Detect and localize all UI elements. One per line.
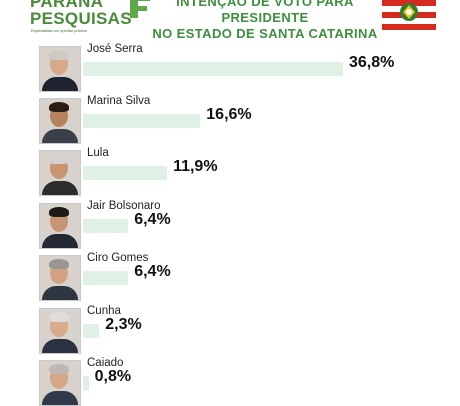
bar: [83, 271, 129, 285]
data-label: 2,3%: [105, 316, 142, 333]
data-label: 6,4%: [134, 211, 171, 228]
bar: [83, 62, 343, 76]
chart-title: INTENÇÃO DE VOTO PARA PRESIDENTE NO ESTA…: [150, 0, 380, 42]
brand-tagline: Especialista em opinião pública: [31, 28, 87, 33]
candidate-photo: [39, 255, 81, 301]
chart-row: Cunha 2,3%: [0, 302, 460, 354]
data-label: 6,4%: [134, 263, 171, 280]
data-label: 36,8%: [349, 54, 395, 71]
category-label: Caiado: [87, 357, 124, 369]
header: PARANÁ PESQUISAS Especialista em opinião…: [0, 0, 460, 42]
bar: [83, 376, 89, 390]
chart-row: Caiado 0,8%: [0, 354, 460, 406]
chart-row: Jair Bolsonaro 6,4%: [0, 197, 460, 249]
bar-chart: José Serra 36,8% Marina Silva 16,6% Lula 11,9…: [0, 40, 460, 406]
brand-line2: PESQUISAS: [30, 9, 132, 28]
category-label: Jair Bolsonaro: [87, 200, 161, 212]
brand-line1: PARANÁ: [30, 0, 104, 11]
candidate-photo: [39, 98, 81, 144]
data-label: 0,8%: [94, 368, 132, 385]
category-label: Ciro Gomes: [87, 252, 149, 264]
santa-catarina-flag-icon: [382, 0, 436, 30]
candidate-photo: [39, 150, 81, 196]
category-label: Marina Silva: [87, 95, 151, 107]
parana-pesquisas-logo: PARANÁ PESQUISAS Especialista em opinião…: [30, 0, 150, 36]
chart-row: Ciro Gomes 6,4%: [0, 249, 460, 301]
candidate-photo: [39, 203, 81, 249]
category-label: Cunha: [87, 305, 121, 317]
bar: [83, 324, 100, 338]
category-label: Lula: [87, 147, 109, 159]
bar: [83, 219, 129, 233]
candidate-photo: [39, 46, 81, 92]
title-line1: INTENÇÃO DE VOTO PARA PRESIDENTE: [176, 0, 354, 25]
candidate-photo: [39, 308, 81, 354]
chart-row: Lula 11,9%: [0, 144, 460, 196]
title-line2: NO ESTADO DE SANTA CATARINA: [152, 26, 378, 41]
bar: [83, 114, 201, 128]
chart-row: José Serra 36,8%: [0, 40, 460, 92]
bar: [83, 166, 168, 180]
data-label: 11,9%: [173, 158, 218, 175]
brand-mark-icon: [130, 0, 150, 18]
data-label: 16,6%: [206, 106, 252, 123]
chart-row: Marina Silva 16,6%: [0, 92, 460, 144]
category-label: José Serra: [87, 43, 143, 55]
candidate-photo: [39, 360, 81, 406]
